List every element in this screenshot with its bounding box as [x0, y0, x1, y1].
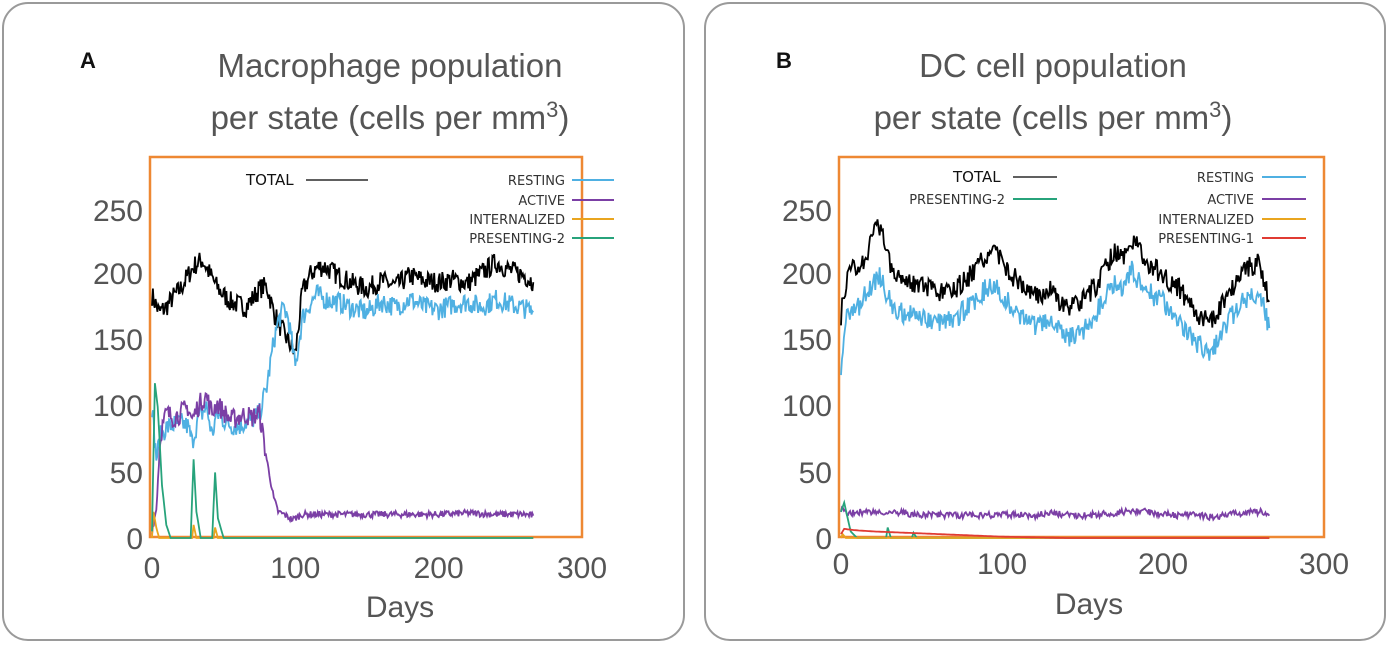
- tick-layer-a: 0 50 100 150 200 250 0 100 200 300: [93, 195, 607, 585]
- title-sup-b: 3: [1209, 97, 1222, 122]
- legend-internalized-label-b: INTERNALIZED: [1158, 213, 1254, 228]
- legend-total-label-b: TOTAL: [952, 168, 1001, 186]
- series-line-presenting-2: [151, 383, 534, 539]
- x-tick-label: 0: [144, 552, 161, 585]
- legend-resting-label-a: RESTING: [508, 174, 565, 189]
- x-tick-label: 0: [833, 548, 850, 581]
- legend-presenting1-label-b: PRESENTING-1: [1158, 232, 1254, 247]
- series-line-presenting-1: [840, 527, 1270, 539]
- plot-frame-a: [148, 155, 584, 539]
- y-tick-label: 0: [126, 523, 143, 556]
- y-tick-label: 200: [93, 258, 143, 291]
- y-tick-label: 50: [110, 457, 143, 490]
- series-line-total: [840, 219, 1270, 328]
- plot-frame-b: [837, 155, 1326, 539]
- x-tick-label: 200: [414, 552, 464, 585]
- series-line-resting: [840, 260, 1271, 376]
- title-line2-a: per state (cells per mm: [210, 99, 547, 136]
- title-line2-b: per state (cells per mm: [873, 99, 1210, 136]
- x-axis-label-b: Days: [1055, 588, 1123, 621]
- panel-letter-b: B: [776, 48, 792, 73]
- tick-layer-b: 0 50 100 150 200 250 0 100 200 300: [782, 195, 1349, 581]
- legend-internalized-label-a: INTERNALIZED: [469, 213, 565, 228]
- legend-resting-label-b: RESTING: [1197, 171, 1254, 186]
- panel-letter-a: A: [80, 48, 96, 73]
- legend-active-label-a: ACTIVE: [518, 194, 565, 209]
- title-end-b: ): [1221, 99, 1233, 136]
- y-tick-label: 150: [93, 324, 143, 357]
- legend-total-label-a: TOTAL: [245, 171, 294, 189]
- y-tick-label: 100: [93, 390, 143, 423]
- legend-presenting2-label-a: PRESENTING-2: [469, 232, 565, 247]
- series-line-active: [840, 505, 1271, 523]
- series-line-total: [151, 252, 535, 355]
- series-line-resting: [151, 284, 534, 461]
- title-line1-b: DC cell population: [919, 47, 1187, 84]
- x-tick-label: 300: [1299, 548, 1349, 581]
- y-tick-label: 200: [782, 258, 832, 291]
- legend-presenting2-label-b: PRESENTING-2: [909, 193, 1005, 208]
- title-line1-a: Macrophage population: [217, 47, 563, 84]
- x-tick-label: 100: [270, 552, 320, 585]
- y-tick-label: 100: [782, 390, 832, 423]
- x-axis-label-a: Days: [366, 591, 434, 624]
- chart-title-b: DC cell population per state (cells per …: [823, 44, 1283, 140]
- y-tick-label: 250: [782, 195, 832, 228]
- x-tick-label: 200: [1138, 548, 1188, 581]
- series-line-active: [151, 391, 535, 535]
- y-tick-label: 150: [782, 324, 832, 357]
- series-layer-a: [151, 252, 535, 539]
- x-tick-label: 300: [557, 552, 607, 585]
- chart-a: 0 50 100 150 200 250 0 100 200 300 Days TOTAL RES…: [93, 155, 614, 624]
- y-tick-label: 50: [799, 457, 832, 490]
- title-sup-a: 3: [546, 97, 559, 122]
- chart-b: 0 50 100 150 200 250 0 100 200 300 Days TOTAL PRE…: [782, 155, 1349, 621]
- title-end-a: ): [558, 99, 570, 136]
- y-tick-label: 0: [815, 523, 832, 556]
- x-tick-label: 100: [977, 548, 1027, 581]
- series-layer-b: [840, 219, 1271, 539]
- legend-active-label-b: ACTIVE: [1207, 193, 1254, 208]
- y-tick-label: 250: [93, 195, 143, 228]
- chart-title-a: Macrophage population per state (cells p…: [160, 44, 620, 140]
